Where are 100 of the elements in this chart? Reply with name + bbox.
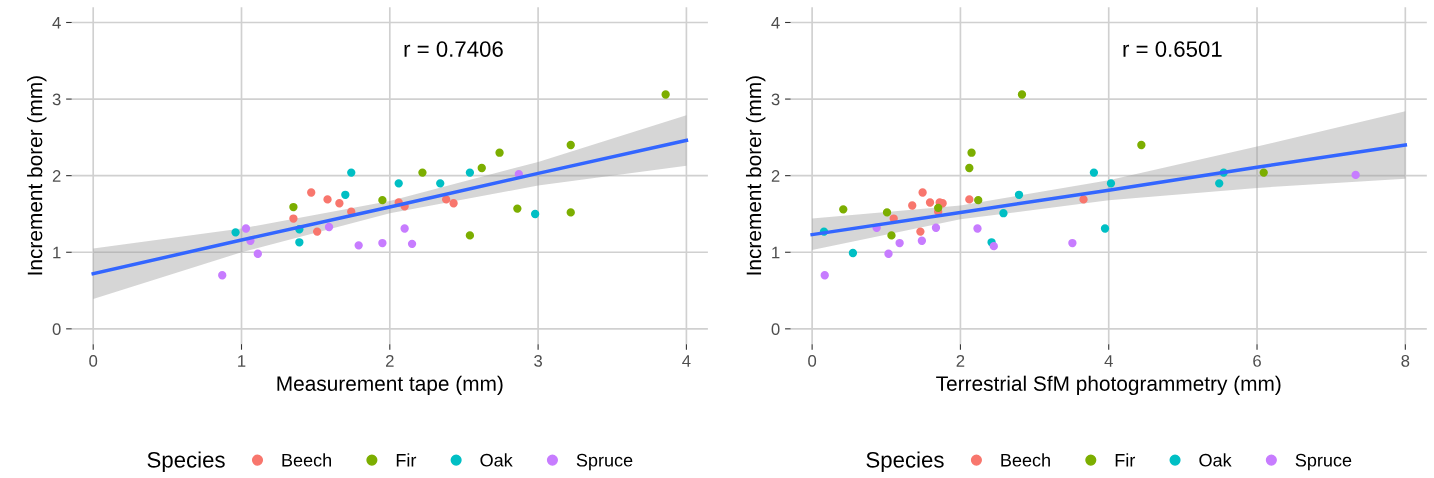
y-tick-label: 4 [771,17,780,29]
point [1089,168,1099,177]
point [1068,238,1077,248]
y-axis-title: Increment borer (mm) [745,76,766,275]
point [289,214,298,223]
point [916,227,925,236]
x-tick-label: 0 [808,355,817,367]
point [908,201,917,210]
point [477,163,486,173]
point [449,199,458,208]
point [407,239,417,248]
legend-label: Beech [282,453,331,467]
point [925,198,935,207]
point [436,179,445,188]
x-tick-label: 3 [534,355,543,367]
x-tick-label: 4 [682,355,691,367]
point [1259,168,1268,177]
point [341,190,350,199]
point [989,241,998,251]
point [661,90,670,99]
legend-label: Oak [480,453,513,467]
point [347,168,356,177]
point [931,223,941,232]
point [566,208,575,217]
point [965,195,974,204]
legend-label: Fir [396,453,417,467]
point [848,248,858,258]
point [934,203,943,212]
point [394,179,403,188]
x-tick-label: 1 [238,355,246,367]
point [999,209,1008,218]
legend-label: Oak [1199,453,1232,467]
point [465,168,475,177]
point [1137,140,1146,150]
point [973,224,982,233]
legend-label: Spruce [1295,453,1352,471]
x-axis-title: Measurement tape (mm) [277,375,503,396]
point [839,205,848,214]
point [241,224,251,233]
point [218,271,227,280]
point [295,238,304,247]
y-tick-label: 0 [771,323,780,336]
y-tick-label: 1 [53,246,61,259]
point [378,238,387,248]
x-tick-label: 6 [1253,355,1261,367]
point [324,222,334,232]
point [400,224,409,233]
y-tick-label: 2 [52,170,61,182]
x-tick-label: 4 [1104,355,1113,367]
point [882,208,892,217]
point [312,227,322,236]
point [354,241,363,250]
x-tick-label: 2 [956,355,965,367]
point [513,204,522,213]
point [378,196,387,205]
point [1017,90,1027,99]
y-tick-label: 0 [52,323,61,336]
point [967,148,976,157]
x-tick-label: 8 [1401,355,1410,367]
point [884,249,893,258]
x-tick-label: 2 [386,355,394,367]
legend-label: Spruce [576,453,633,471]
x-tick-label: 0 [89,355,98,367]
annotation: r = 0.6501 [1123,41,1222,57]
annotation: r = 0.7406 [404,41,503,57]
line-series [91,138,689,276]
point [530,209,540,219]
point [323,195,332,204]
point [895,238,904,248]
point [1351,170,1360,180]
point [820,271,829,280]
y-tick-label: 2 [771,170,780,182]
legend-label: Beech [1001,453,1050,467]
point [231,228,240,237]
point [441,195,451,204]
y-axis-title: Increment borer (mm) [27,76,47,275]
point [1106,179,1116,188]
legend-label: Fir [1115,453,1136,467]
point [465,231,475,240]
y-tick-label: 4 [52,17,61,29]
point [289,202,298,212]
point [307,188,316,197]
y-tick-label: 3 [52,93,61,106]
point [1215,179,1224,188]
legend-title: Species [147,451,225,473]
point [918,188,927,197]
line-series [810,143,1408,237]
x-axis-title: Terrestrial SfM photogrammetry (mm) [936,375,1281,396]
point [566,140,575,150]
point [965,163,974,173]
point [335,199,344,208]
point [253,249,262,258]
point [1100,224,1110,233]
point [495,148,504,157]
point [974,196,983,205]
legend-title: Species [866,451,944,473]
y-tick-label: 1 [772,246,780,259]
point [1014,190,1024,199]
y-tick-label: 3 [771,93,780,106]
point [887,231,896,240]
